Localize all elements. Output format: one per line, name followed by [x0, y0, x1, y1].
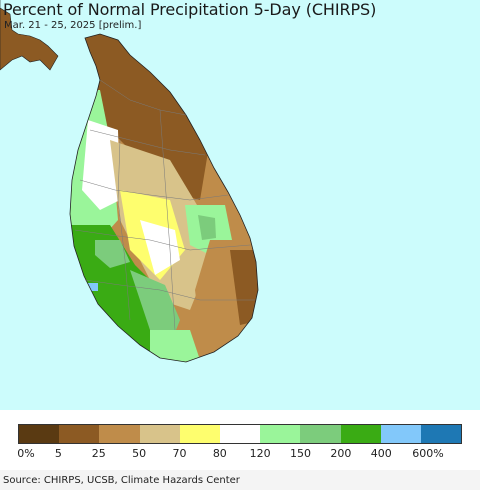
india-coast	[0, 0, 59, 71]
legend-swatch	[179, 425, 220, 443]
legend-label: 80	[212, 447, 227, 460]
legend-label: 400	[370, 447, 392, 460]
legend-swatch	[139, 425, 180, 443]
legend-labels: 0% 5 25 50 70 80 120 150 200 400 600%	[0, 447, 480, 461]
map-subtitle: Mar. 21 - 25, 2025 [prelim.]	[4, 20, 142, 31]
legend-swatch	[99, 425, 140, 443]
map-title: Percent of Normal Precipitation 5-Day (C…	[3, 0, 377, 19]
legend-label: 120	[249, 447, 271, 460]
legend-label: 0%	[17, 447, 35, 460]
legend-swatch	[59, 425, 100, 443]
source-bar: Source: CHIRPS, UCSB, Climate Hazards Ce…	[0, 470, 480, 490]
legend-swatch	[260, 425, 301, 443]
legend-swatch	[340, 425, 381, 443]
legend-label: 50	[132, 447, 147, 460]
color-legend	[18, 424, 462, 444]
legend-label: 200	[330, 447, 352, 460]
legend-swatch	[420, 425, 462, 443]
legend-swatch	[380, 425, 421, 443]
source-text: Source: CHIRPS, UCSB, Climate Hazards Ce…	[3, 475, 240, 486]
legend-label: 25	[91, 447, 106, 460]
legend-swatch	[300, 425, 341, 443]
precipitation-map	[0, 0, 259, 363]
legend-swatch	[219, 425, 261, 443]
legend-label: 70	[172, 447, 187, 460]
sri-lanka-outline	[69, 33, 259, 363]
legend-label: 600%	[412, 447, 444, 460]
legend-swatch	[19, 425, 60, 443]
map-area	[0, 0, 480, 410]
legend-label: 5	[54, 447, 62, 460]
legend-label: 150	[290, 447, 312, 460]
